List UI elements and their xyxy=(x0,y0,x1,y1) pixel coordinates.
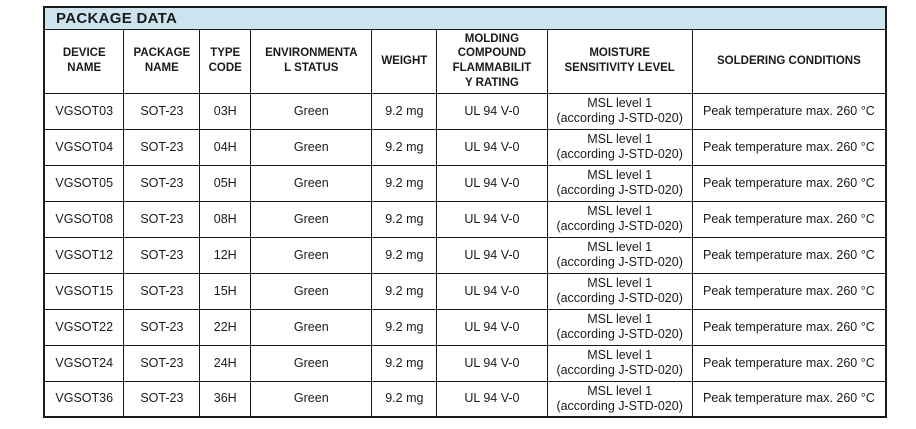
cell-weight: 9.2 mg xyxy=(371,128,438,166)
cell-flammability-rating: UL 94 V-0 xyxy=(436,92,548,130)
cell-device-name: VGSOT05 xyxy=(43,164,125,202)
cell-package-name: SOT-23 xyxy=(123,164,201,202)
cell-weight: 9.2 mg xyxy=(371,92,438,130)
cell-type-code: 24H xyxy=(199,344,252,382)
cell-flammability-rating: UL 94 V-0 xyxy=(436,164,548,202)
cell-type-code: 08H xyxy=(199,200,252,238)
table-row-vgsot24: VGSOT24 SOT-23 24H Green 9.2 mg UL 94 V-… xyxy=(43,344,887,382)
cell-soldering-conditions: Peak temperature max. 260 °C xyxy=(691,308,887,346)
cell-soldering-conditions: Peak temperature max. 260 °C xyxy=(691,164,887,202)
cell-package-name: SOT-23 xyxy=(123,128,201,166)
table-row-vgsot12: VGSOT12 SOT-23 12H Green 9.2 mg UL 94 V-… xyxy=(43,236,887,274)
title-row: PACKAGE DATA xyxy=(43,6,887,30)
cell-moisture-sensitivity-level: MSL level 1 (according J-STD-020) xyxy=(546,236,693,274)
col-header-environmental-status: ENVIRONMENTA L STATUS xyxy=(250,28,373,94)
table-row-vgsot08: VGSOT08 SOT-23 08H Green 9.2 mg UL 94 V-… xyxy=(43,200,887,238)
cell-device-name: VGSOT15 xyxy=(43,272,125,310)
cell-package-name: SOT-23 xyxy=(123,236,201,274)
cell-package-name: SOT-23 xyxy=(123,92,201,130)
cell-soldering-conditions: Peak temperature max. 260 °C xyxy=(691,92,887,130)
cell-package-name: SOT-23 xyxy=(123,344,201,382)
cell-moisture-sensitivity-level: MSL level 1 (according J-STD-020) xyxy=(546,164,693,202)
col-header-soldering-conditions: SOLDERING CONDITIONS xyxy=(691,28,887,94)
cell-moisture-sensitivity-level: MSL level 1 (according J-STD-020) xyxy=(546,380,693,418)
cell-type-code: 36H xyxy=(199,380,252,418)
table-row-vgsot03: VGSOT03 SOT-23 03H Green 9.2 mg UL 94 V-… xyxy=(43,92,887,130)
table-row-vgsot36: VGSOT36 SOT-23 36H Green 9.2 mg UL 94 V-… xyxy=(43,380,887,418)
col-header-weight: WEIGHT xyxy=(371,28,438,94)
cell-weight: 9.2 mg xyxy=(371,308,438,346)
cell-flammability-rating: UL 94 V-0 xyxy=(436,200,548,238)
cell-type-code: 22H xyxy=(199,308,252,346)
cell-environmental-status: Green xyxy=(250,92,373,130)
cell-moisture-sensitivity-level: MSL level 1 (according J-STD-020) xyxy=(546,308,693,346)
table-row-vgsot04: VGSOT04 SOT-23 04H Green 9.2 mg UL 94 V-… xyxy=(43,128,887,166)
cell-flammability-rating: UL 94 V-0 xyxy=(436,272,548,310)
cell-device-name: VGSOT04 xyxy=(43,128,125,166)
cell-device-name: VGSOT08 xyxy=(43,200,125,238)
cell-device-name: VGSOT22 xyxy=(43,308,125,346)
col-header-moisture-sensitivity-level: MOISTURE SENSITIVITY LEVEL xyxy=(546,28,693,94)
cell-environmental-status: Green xyxy=(250,344,373,382)
cell-type-code: 05H xyxy=(199,164,252,202)
cell-weight: 9.2 mg xyxy=(371,200,438,238)
cell-soldering-conditions: Peak temperature max. 260 °C xyxy=(691,200,887,238)
col-header-package-name: PACKAGE NAME xyxy=(123,28,201,94)
table-row-vgsot22: VGSOT22 SOT-23 22H Green 9.2 mg UL 94 V-… xyxy=(43,308,887,346)
cell-weight: 9.2 mg xyxy=(371,344,438,382)
cell-device-name: VGSOT24 xyxy=(43,344,125,382)
table-row-vgsot05: VGSOT05 SOT-23 05H Green 9.2 mg UL 94 V-… xyxy=(43,164,887,202)
cell-soldering-conditions: Peak temperature max. 260 °C xyxy=(691,128,887,166)
cell-type-code: 15H xyxy=(199,272,252,310)
cell-type-code: 12H xyxy=(199,236,252,274)
cell-flammability-rating: UL 94 V-0 xyxy=(436,236,548,274)
cell-device-name: VGSOT03 xyxy=(43,92,125,130)
cell-moisture-sensitivity-level: MSL level 1 (according J-STD-020) xyxy=(546,200,693,238)
cell-moisture-sensitivity-level: MSL level 1 (according J-STD-020) xyxy=(546,92,693,130)
cell-environmental-status: Green xyxy=(250,380,373,418)
header-row: DEVICE NAME PACKAGE NAME TYPE CODE ENVIR… xyxy=(43,28,887,94)
cell-flammability-rating: UL 94 V-0 xyxy=(436,380,548,418)
cell-device-name: VGSOT12 xyxy=(43,236,125,274)
cell-package-name: SOT-23 xyxy=(123,308,201,346)
cell-environmental-status: Green xyxy=(250,236,373,274)
cell-moisture-sensitivity-level: MSL level 1 (according J-STD-020) xyxy=(546,128,693,166)
cell-weight: 9.2 mg xyxy=(371,164,438,202)
col-header-molding-compound-flammability-rating: MOLDING COMPOUND FLAMMABILIT Y RATING xyxy=(436,28,548,94)
cell-environmental-status: Green xyxy=(250,272,373,310)
cell-moisture-sensitivity-level: MSL level 1 (according J-STD-020) xyxy=(546,344,693,382)
cell-soldering-conditions: Peak temperature max. 260 °C xyxy=(691,380,887,418)
cell-package-name: SOT-23 xyxy=(123,380,201,418)
cell-weight: 9.2 mg xyxy=(371,272,438,310)
table-row-vgsot15: VGSOT15 SOT-23 15H Green 9.2 mg UL 94 V-… xyxy=(43,272,887,310)
cell-soldering-conditions: Peak temperature max. 260 °C xyxy=(691,272,887,310)
cell-package-name: SOT-23 xyxy=(123,200,201,238)
table-title: PACKAGE DATA xyxy=(43,6,887,30)
cell-type-code: 04H xyxy=(199,128,252,166)
package-data-table: PACKAGE DATA DEVICE NAME PACKAGE NAME TY… xyxy=(43,6,887,418)
cell-weight: 9.2 mg xyxy=(371,380,438,418)
cell-environmental-status: Green xyxy=(250,128,373,166)
cell-moisture-sensitivity-level: MSL level 1 (according J-STD-020) xyxy=(546,272,693,310)
cell-environmental-status: Green xyxy=(250,308,373,346)
cell-flammability-rating: UL 94 V-0 xyxy=(436,308,548,346)
cell-soldering-conditions: Peak temperature max. 260 °C xyxy=(691,344,887,382)
cell-weight: 9.2 mg xyxy=(371,236,438,274)
cell-package-name: SOT-23 xyxy=(123,272,201,310)
col-header-device-name: DEVICE NAME xyxy=(43,28,125,94)
cell-flammability-rating: UL 94 V-0 xyxy=(436,128,548,166)
cell-soldering-conditions: Peak temperature max. 260 °C xyxy=(691,236,887,274)
cell-type-code: 03H xyxy=(199,92,252,130)
cell-flammability-rating: UL 94 V-0 xyxy=(436,344,548,382)
col-header-type-code: TYPE CODE xyxy=(199,28,252,94)
cell-device-name: VGSOT36 xyxy=(43,380,125,418)
cell-environmental-status: Green xyxy=(250,200,373,238)
cell-environmental-status: Green xyxy=(250,164,373,202)
